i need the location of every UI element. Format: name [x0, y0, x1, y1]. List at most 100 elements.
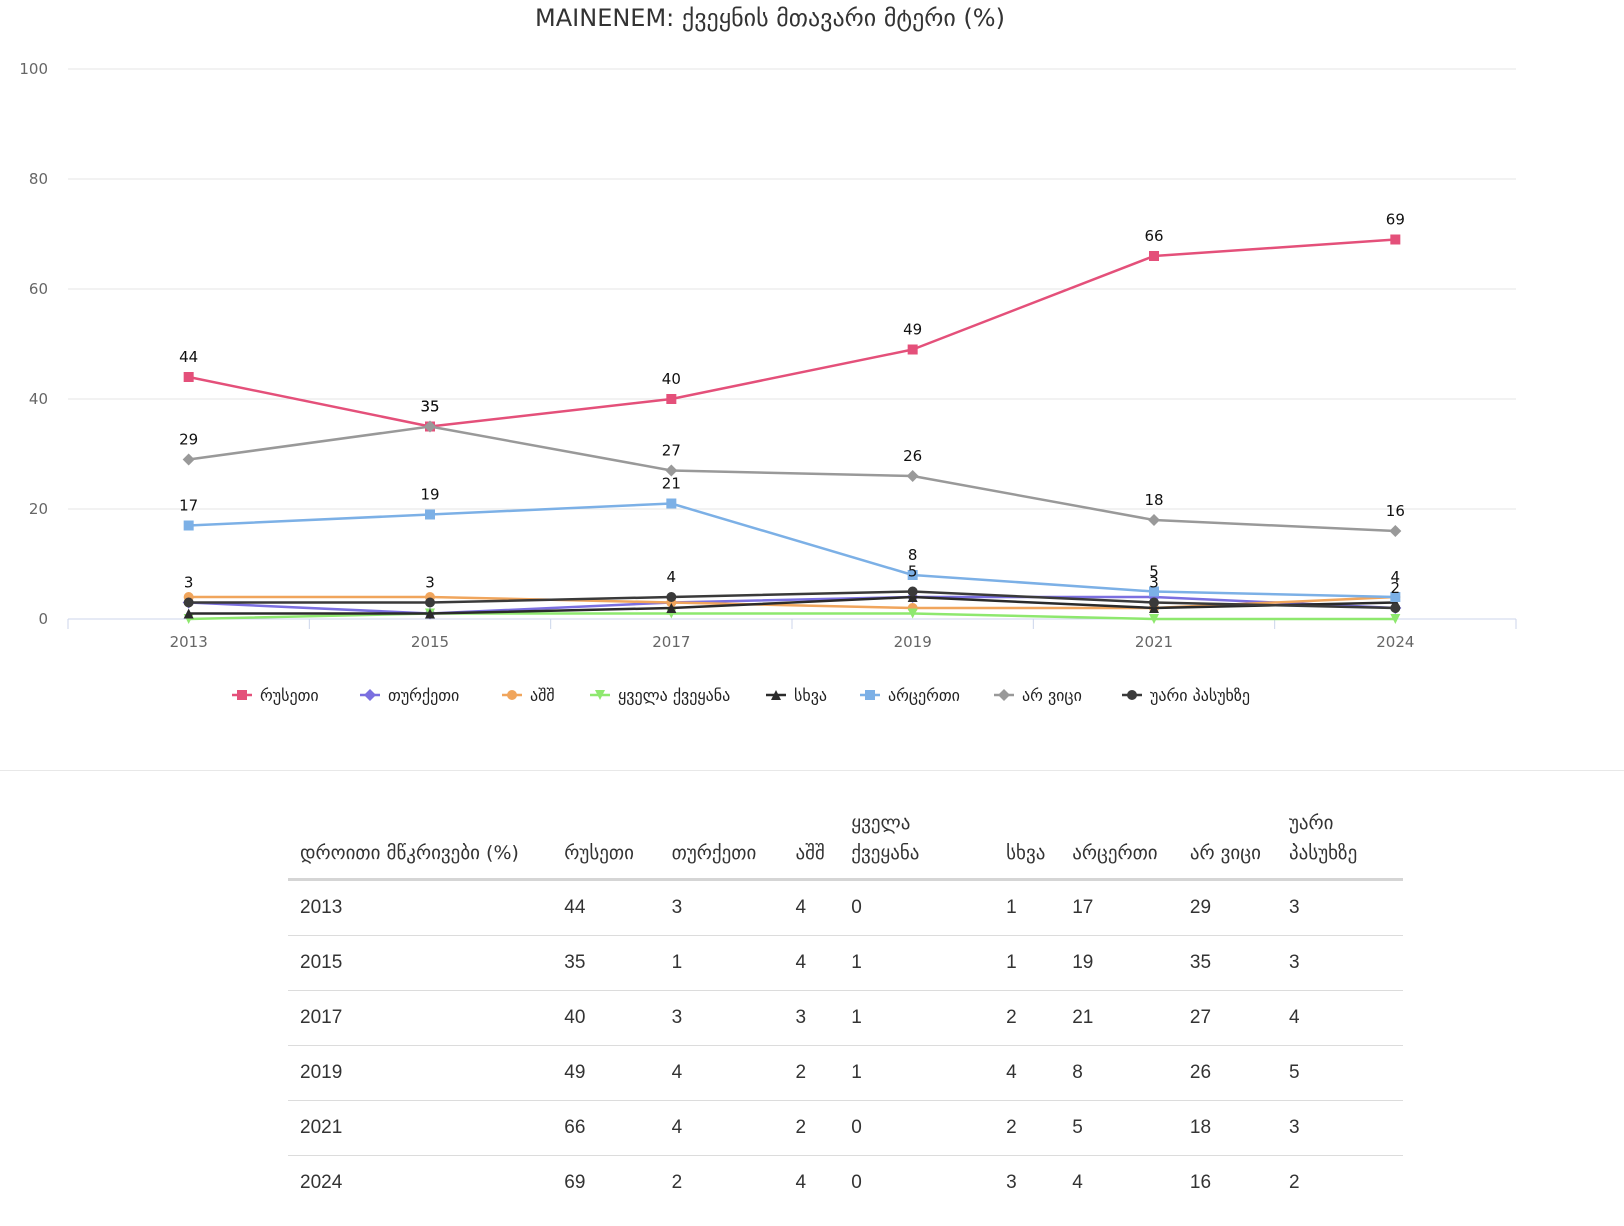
data-label: 16 — [1386, 502, 1405, 520]
data-point — [1389, 525, 1402, 537]
table-cell: 4 — [994, 1045, 1061, 1101]
table-header-cell: სხვა — [994, 808, 1061, 881]
data-label: 5 — [908, 563, 918, 581]
table-cell: 3 — [659, 879, 784, 936]
data-label: 35 — [420, 398, 439, 416]
table-cell: 27 — [1177, 990, 1277, 1046]
series-line — [188, 502, 1396, 599]
y-tick-label: 80 — [29, 170, 48, 188]
data-label: 19 — [420, 486, 439, 504]
x-tick-label: 2015 — [411, 633, 449, 651]
table-cell: 2019 — [288, 1045, 553, 1101]
legend-label: არცერთი — [888, 686, 960, 705]
x-tick-label: 2019 — [894, 633, 932, 651]
data-point — [425, 597, 435, 608]
table-cell: 4 — [1276, 990, 1403, 1046]
data-point — [183, 608, 194, 619]
data-label: 40 — [662, 370, 681, 388]
table-header-row: დროითი მწკრივები (%) რუსეთი თურქეთი აშშ … — [288, 808, 1403, 881]
data-table: დროითი მწკრივები (%) რუსეთი თურქეთი აშშ … — [288, 808, 1403, 1210]
data-label: 27 — [662, 442, 681, 460]
data-label: 66 — [1144, 227, 1163, 245]
legend-marker — [998, 689, 1010, 701]
data-point — [1149, 603, 1159, 613]
table-cell: 3 — [1276, 879, 1403, 936]
table-cell: 1 — [839, 1045, 995, 1101]
table-cell: 1 — [994, 879, 1061, 936]
y-tick-label: 20 — [29, 500, 48, 518]
table-cell: 40 — [552, 990, 660, 1046]
data-point — [907, 608, 918, 619]
data-point — [906, 470, 919, 482]
data-label: 69 — [1386, 211, 1405, 229]
table-cell: 2 — [994, 990, 1061, 1046]
series-line — [188, 590, 1396, 610]
data-point — [183, 520, 194, 531]
data-point — [1149, 251, 1159, 261]
data-label: 4 — [667, 568, 677, 586]
table-cell: 4 — [783, 935, 840, 991]
table-header-cell: უარი პასუხზე — [1276, 808, 1403, 881]
table-cell: 1 — [839, 990, 995, 1046]
table-cell: 2021 — [288, 1100, 553, 1156]
table-cell: 49 — [552, 1045, 660, 1101]
data-point — [1149, 586, 1159, 597]
y-tick-label: 100 — [19, 60, 48, 78]
data-point — [424, 420, 436, 433]
table-cell: 2 — [783, 1045, 840, 1101]
legend-marker — [364, 689, 376, 701]
data-point — [425, 509, 435, 520]
table-cell: 0 — [839, 879, 995, 936]
table-row: 2017 40 3 3 1 2 21 27 4 — [288, 990, 1403, 1046]
x-tick-label: 2013 — [170, 633, 208, 651]
legend-label: აშშ — [530, 686, 555, 705]
table-cell: 35 — [1177, 935, 1277, 991]
table-cell: 4 — [1072, 1172, 1083, 1193]
table-row: 2013 44 3 4 0 1 17 29 3 — [288, 879, 1403, 936]
table-row: 2019 49 4 2 1 4 8 26 5 — [288, 1045, 1403, 1101]
data-label: 49 — [903, 321, 922, 339]
legend-label: რუსეთი — [260, 686, 319, 705]
data-label: 35 — [420, 398, 439, 416]
table-cell: 2024 — [300, 1172, 343, 1193]
legend-label: სხვა — [794, 686, 827, 705]
data-point — [666, 592, 677, 602]
table-cell: 3 — [659, 990, 784, 1046]
table-row: 2024 69 2 4 0 3 4 16 2 — [288, 1156, 1403, 1211]
table-cell: 35 — [552, 935, 660, 991]
data-label: 18 — [1144, 491, 1163, 509]
table-cell: 3 — [1006, 1172, 1017, 1193]
data-point — [666, 498, 677, 509]
data-point — [183, 372, 194, 382]
table-cell: 17 — [1060, 879, 1178, 936]
data-point — [425, 608, 435, 619]
data-label: 44 — [179, 348, 198, 366]
table-cell: 2017 — [288, 990, 553, 1046]
data-point — [665, 464, 678, 477]
data-label: 3 — [184, 574, 194, 592]
y-tick-label: 0 — [38, 610, 48, 628]
table-cell: 16 — [1189, 1172, 1212, 1193]
section-divider — [0, 770, 1624, 771]
data-point — [1149, 597, 1159, 608]
table-cell: 3 — [783, 990, 840, 1046]
data-label: 26 — [903, 447, 922, 465]
table-cell: 4 — [659, 1045, 784, 1101]
data-label: 21 — [662, 475, 681, 493]
data-point — [1390, 234, 1401, 245]
table-cell: 69 — [564, 1172, 586, 1193]
data-point — [907, 570, 918, 580]
table-cell: 26 — [1177, 1045, 1277, 1101]
table-header-cell: არცერთი — [1060, 808, 1178, 881]
legend-marker — [507, 690, 517, 700]
legend-label: თურქეთი — [388, 686, 459, 705]
chart-title: MAINENEM: ქვეყნის მთავარი მტერი (%) — [535, 4, 1005, 32]
data-label: 2 — [1391, 579, 1401, 597]
x-tick-label: 2024 — [1376, 633, 1414, 651]
table-header-cell: აშშ — [783, 808, 840, 881]
legend-marker — [595, 690, 605, 700]
table-cell: 2 — [783, 1100, 840, 1156]
table-cell: 4 — [659, 1100, 784, 1156]
data-label: 17 — [179, 497, 198, 515]
